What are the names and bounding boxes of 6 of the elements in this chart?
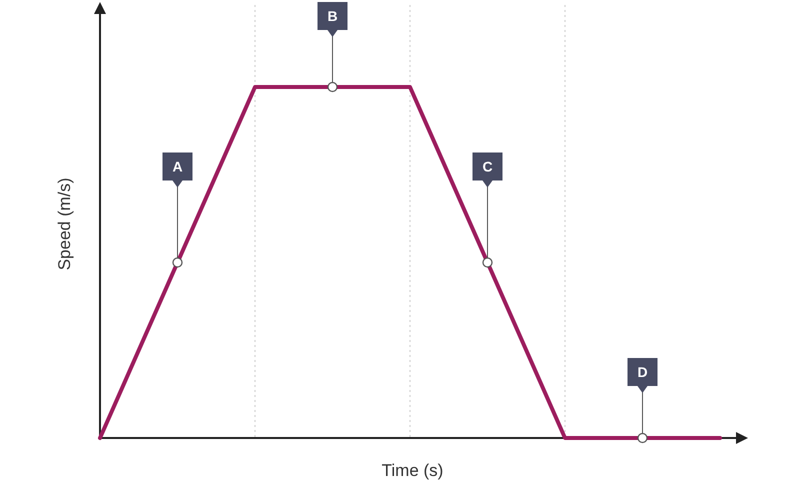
annotation: A: [172, 158, 183, 174]
y-axis-title: Speed (m/s): [55, 178, 74, 270]
annotation: B: [327, 8, 338, 24]
annotation: D: [637, 364, 648, 380]
annotation: C: [482, 158, 493, 174]
x-axis-title: Time (s): [382, 461, 444, 480]
